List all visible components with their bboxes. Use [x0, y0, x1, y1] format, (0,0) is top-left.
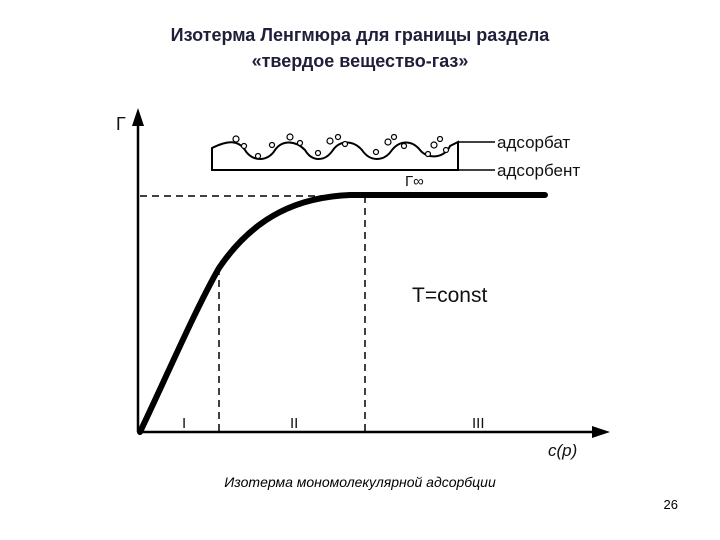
x-axis-arrow	[592, 426, 610, 438]
adsorbate-molecules	[232, 133, 450, 160]
region-label-2: II	[290, 415, 298, 432]
x-axis-label: c(p)	[548, 441, 577, 460]
plateau-label: Г∞	[405, 173, 424, 190]
isotherm-curve	[137, 192, 548, 435]
adsorbent-surface	[211, 140, 459, 171]
condition-label: T=const	[412, 284, 487, 307]
figure-caption: Изотерма мономолекулярной адсорбции	[224, 474, 496, 490]
adsorbate-label: адсорбат	[497, 133, 570, 152]
region-label-3: III	[472, 415, 485, 432]
y-axis-label: Г	[116, 114, 126, 134]
region-label-1: I	[182, 415, 186, 432]
slide-title: Изотерма Ленгмюра для границы раздела «т…	[0, 22, 720, 74]
surface-inset: адсорбат адсорбент	[211, 133, 580, 180]
slide-title-line2: «твердое вещество-газ»	[251, 51, 469, 71]
y-axis-arrow	[132, 108, 144, 126]
slide-title-line1: Изотерма Ленгмюра для границы раздела	[170, 25, 550, 45]
adsorbent-label: адсорбент	[497, 161, 580, 180]
page-number: 26	[663, 497, 678, 512]
